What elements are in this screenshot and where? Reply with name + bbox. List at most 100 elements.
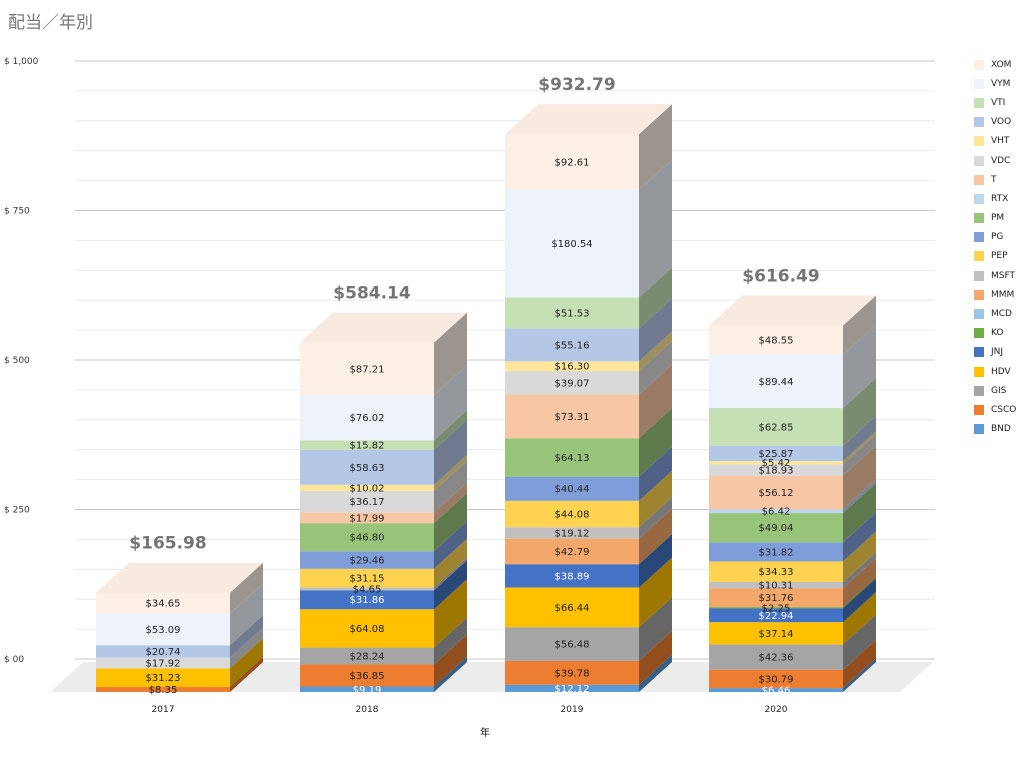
bar-segment[interactable]: [300, 394, 434, 441]
legend-label: HDV: [991, 366, 1011, 377]
legend-item-vdc[interactable]: VDC: [974, 151, 1024, 170]
bar-segment[interactable]: [505, 538, 639, 565]
bar-segment[interactable]: [96, 687, 230, 692]
bar-segment[interactable]: [505, 361, 639, 372]
legend-item-vti[interactable]: VTI: [974, 93, 1024, 112]
legend-item-jnj[interactable]: JNJ: [974, 343, 1024, 362]
bar-segment[interactable]: [505, 660, 639, 685]
bar-segment-side: [434, 419, 467, 485]
bar-segment[interactable]: [709, 513, 843, 543]
legend-item-gis[interactable]: GIS: [974, 381, 1024, 400]
data-label: $4.65: [353, 584, 382, 595]
bar-segment[interactable]: [96, 668, 230, 688]
bar-segment-side: [434, 579, 467, 648]
bar-segment[interactable]: [709, 461, 843, 465]
legend-item-voo[interactable]: VOO: [974, 113, 1024, 132]
legend-item-mcd[interactable]: MCD: [974, 304, 1024, 323]
legend-item-bnd[interactable]: BND: [974, 420, 1024, 439]
bar-segment[interactable]: [300, 512, 434, 524]
bar-segment[interactable]: [96, 592, 230, 614]
bar-segment[interactable]: [505, 587, 639, 628]
bar-segment[interactable]: [300, 590, 434, 610]
bar-segment[interactable]: [505, 476, 639, 501]
bar-segment[interactable]: [709, 542, 843, 562]
legend-label: MMM: [991, 289, 1015, 300]
bar-segment[interactable]: [709, 475, 843, 510]
bar-segment[interactable]: [300, 664, 434, 687]
legend-item-pm[interactable]: PM: [974, 209, 1024, 228]
bar-segment[interactable]: [300, 647, 434, 665]
bar-segment[interactable]: [505, 189, 639, 298]
legend-item-msft[interactable]: MSFT: [974, 266, 1024, 285]
total-label: $932.79: [538, 75, 615, 95]
bar-segment[interactable]: [709, 464, 843, 476]
bar-segment[interactable]: [709, 669, 843, 689]
legend-label: VDC: [991, 155, 1011, 166]
bar-segment-side: [639, 508, 672, 565]
bar-segment[interactable]: [709, 408, 843, 446]
bar-segment[interactable]: [300, 587, 434, 591]
bar-segment[interactable]: [300, 449, 434, 485]
legend-item-vht[interactable]: VHT: [974, 132, 1024, 151]
bar-segment-side: [843, 558, 876, 608]
bar-segment[interactable]: [709, 509, 843, 514]
bar-segment[interactable]: [709, 688, 843, 692]
legend-item-rtx[interactable]: RTX: [974, 189, 1024, 208]
legend-item-xom[interactable]: XOM: [974, 55, 1024, 74]
bar-segment[interactable]: [505, 371, 639, 395]
bar-segment[interactable]: [300, 686, 434, 692]
bar-segment[interactable]: [300, 568, 434, 588]
bar-segment[interactable]: [709, 607, 843, 609]
legend-item-mmm[interactable]: MMM: [974, 285, 1024, 304]
bar-segment[interactable]: [96, 645, 230, 658]
bar-segment-side: [639, 298, 672, 362]
bar-segment[interactable]: [96, 657, 230, 669]
bar-segment[interactable]: [300, 523, 434, 552]
bar-segment[interactable]: [709, 588, 843, 608]
bar-segment[interactable]: [709, 608, 843, 623]
bar-segment[interactable]: [96, 613, 230, 646]
bar-segment-side: [230, 583, 263, 646]
legend-swatch: [974, 385, 984, 396]
legend-label: VOO: [991, 117, 1012, 128]
bar-segment-side: [639, 267, 672, 329]
bar-segment[interactable]: [709, 561, 843, 582]
bar-segment[interactable]: [505, 564, 639, 588]
bar-segment[interactable]: [505, 297, 639, 329]
bar-segment[interactable]: [300, 440, 434, 450]
legend-item-csco[interactable]: CSCO: [974, 400, 1024, 419]
bar-segment[interactable]: [709, 644, 843, 670]
bar-segment[interactable]: [300, 484, 434, 491]
bar-segment-side: [843, 295, 876, 355]
bar-segment[interactable]: [505, 328, 639, 362]
bar-segment[interactable]: [505, 134, 639, 190]
bar-segment[interactable]: [505, 438, 639, 477]
legend-item-vym[interactable]: VYM: [974, 74, 1024, 93]
legend-item-hdv[interactable]: HDV: [974, 362, 1024, 381]
legend-item-pg[interactable]: PG: [974, 228, 1024, 247]
data-label: $6.46: [762, 686, 791, 697]
bar-segment-side: [639, 104, 672, 190]
bar-segment[interactable]: [505, 627, 639, 661]
bar-segment[interactable]: [300, 490, 434, 513]
y-tick-label: $ 250: [4, 506, 30, 516]
legend-item-t[interactable]: T: [974, 170, 1024, 189]
data-label: $76.02: [350, 413, 385, 424]
bar-segment[interactable]: [300, 342, 434, 395]
bar-segment[interactable]: [709, 354, 843, 409]
bar-segment[interactable]: [709, 581, 843, 589]
bar-segment[interactable]: [709, 325, 843, 355]
legend-item-ko[interactable]: KO: [974, 324, 1024, 343]
bar-segment[interactable]: [505, 527, 639, 539]
bar-segment[interactable]: [505, 684, 639, 692]
bar-segment[interactable]: [505, 500, 639, 528]
x-axis-title: 年: [480, 726, 490, 739]
bar-segment-side: [434, 521, 467, 569]
bar-segment[interactable]: [300, 609, 434, 648]
bar-segment[interactable]: [709, 445, 843, 462]
bar-segment[interactable]: [709, 622, 843, 645]
legend-item-pep[interactable]: PEP: [974, 247, 1024, 266]
bar-segment[interactable]: [505, 394, 639, 439]
bar-segment[interactable]: [300, 551, 434, 569]
legend-label: VHT: [991, 136, 1010, 147]
